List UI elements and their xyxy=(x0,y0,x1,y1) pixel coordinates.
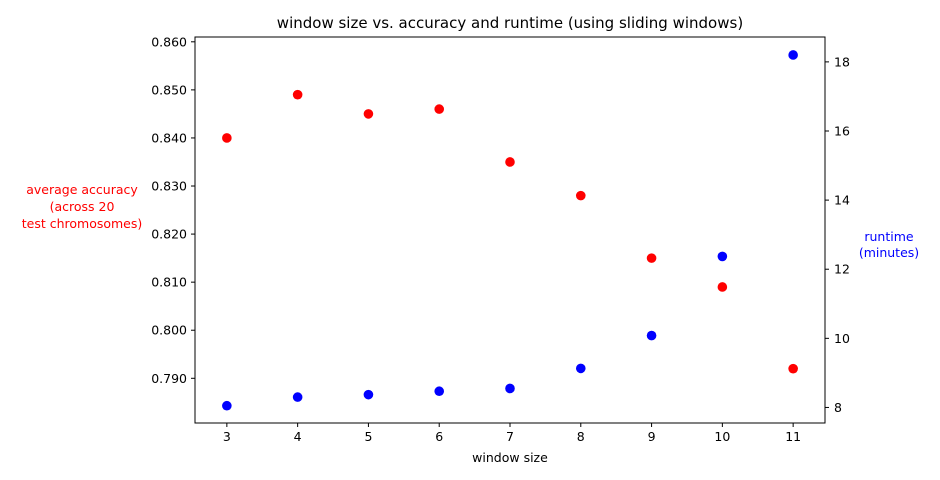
y-left-tick-label: 0.830 xyxy=(151,179,187,194)
y-right-tick-label: 16 xyxy=(834,123,850,138)
accuracy-point xyxy=(222,133,232,143)
axis-title-line: (minutes) xyxy=(859,245,919,260)
runtime-point xyxy=(646,330,657,341)
accuracy-point xyxy=(363,109,374,119)
runtime-point xyxy=(717,251,728,262)
y-left-tick-label: 0.850 xyxy=(151,82,187,97)
y-axis-right-title: runtime (minutes) xyxy=(859,229,919,260)
x-tick-label: 10 xyxy=(714,429,730,444)
y-right-tick-label: 18 xyxy=(834,54,850,69)
accuracy-point xyxy=(434,104,445,114)
runtime-point xyxy=(292,392,303,402)
x-axis: 3 4 5 6 7 8 9 10 11 xyxy=(223,423,801,444)
y-axis-right: 8 10 12 14 16 18 xyxy=(825,54,850,415)
y-left-tick-label: 0.820 xyxy=(151,227,187,242)
runtime-point xyxy=(363,389,374,400)
y-axis-left-title: average accuracy (across 20 test chromosom… xyxy=(22,182,143,231)
y-axis-left: 0.790 0.800 0.810 0.820 0.830 0.840 0.850 0.860 xyxy=(151,34,195,386)
y-left-tick-label: 0.860 xyxy=(151,34,187,49)
x-tick-label: 6 xyxy=(435,429,443,444)
axis-title-line: (across 20 xyxy=(50,199,115,214)
runtime-point xyxy=(434,386,445,397)
y-right-tick-label: 10 xyxy=(834,331,850,346)
accuracy-point xyxy=(717,282,728,292)
runtime-point xyxy=(505,383,515,394)
accuracy-point xyxy=(575,190,586,201)
y-left-tick-label: 0.840 xyxy=(151,130,187,145)
accuracy-point xyxy=(646,253,657,263)
axis-title-line: test chromosomes) xyxy=(22,216,143,231)
y-right-tick-label: 14 xyxy=(834,193,850,208)
runtime-point xyxy=(222,400,232,411)
x-tick-label: 5 xyxy=(364,429,372,444)
plot-marks xyxy=(222,50,798,411)
y-left-tick-label: 0.800 xyxy=(151,323,187,338)
chart-title: window size vs. accuracy and runtime (us… xyxy=(277,14,743,32)
x-tick-label: 4 xyxy=(294,429,302,444)
axis-title-line: runtime xyxy=(864,229,914,244)
y-right-tick-label: 12 xyxy=(834,262,850,277)
accuracy-point xyxy=(505,157,515,167)
y-left-tick-label: 0.790 xyxy=(151,371,187,386)
runtime-point xyxy=(575,363,586,374)
runtime-point xyxy=(788,50,798,60)
x-tick-label: 11 xyxy=(785,429,801,444)
y-right-tick-label: 8 xyxy=(834,400,842,415)
axis-title-line: average accuracy xyxy=(26,182,138,197)
x-tick-label: 8 xyxy=(577,429,585,444)
accuracy-point xyxy=(292,89,303,100)
x-tick-label: 7 xyxy=(506,429,514,444)
x-axis-title: window size xyxy=(472,450,548,465)
accuracy-point xyxy=(788,363,798,374)
x-tick-label: 3 xyxy=(223,429,231,444)
x-tick-label: 9 xyxy=(648,429,656,444)
y-left-tick-label: 0.810 xyxy=(151,275,187,290)
